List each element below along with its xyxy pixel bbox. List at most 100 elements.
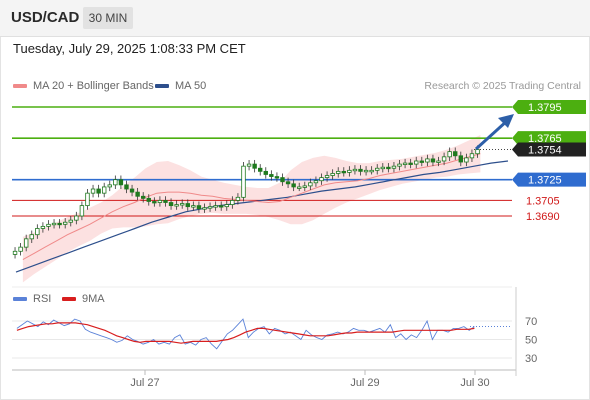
candle-body	[391, 165, 397, 169]
ma50-swatch	[155, 84, 169, 89]
candle-body	[51, 222, 57, 226]
candle-body	[352, 168, 358, 172]
level-tag-1-3725: 1.3725	[512, 172, 586, 187]
rsi-ma-legend-label: 9MA	[82, 293, 105, 305]
rsi-ma-legend: 9MA	[62, 293, 105, 305]
candle-body	[135, 191, 140, 197]
price-candles	[12, 145, 480, 259]
candle-body	[62, 221, 68, 225]
candle-body	[252, 163, 257, 169]
rsi-ma-swatch	[62, 297, 76, 302]
candle-body	[285, 181, 291, 185]
candle-body	[246, 163, 252, 167]
candle-body	[363, 169, 369, 173]
candle-body	[12, 250, 18, 255]
timeframe-button[interactable]: 30 MIN	[83, 7, 133, 29]
candle-body	[90, 188, 96, 194]
bollinger-legend: MA 20 + Bollinger Bands	[13, 80, 154, 92]
candle-body	[213, 205, 218, 208]
rsi-legend-label: RSI	[33, 293, 52, 305]
candle-body	[185, 203, 190, 208]
candle-body	[358, 168, 363, 172]
level-tag-shape	[512, 131, 586, 146]
level-tag-text: 1.3765	[528, 133, 562, 145]
candle-body	[425, 158, 430, 163]
candle-body	[453, 151, 458, 157]
candle-body	[235, 196, 241, 201]
rsi-legend: RSI	[13, 293, 51, 305]
x-tick-label-jul-30: Jul 30	[460, 377, 489, 389]
candle-body	[419, 160, 424, 163]
ma50-legend-label: MA 50	[175, 80, 207, 92]
candle-body	[386, 166, 391, 170]
candle-body	[380, 166, 385, 170]
bollinger-swatch	[13, 84, 27, 89]
candle-body	[263, 170, 268, 175]
candle-body	[57, 222, 62, 226]
candle-body	[408, 162, 413, 165]
candle-body	[219, 205, 224, 208]
rsi-tick-70: 70	[525, 316, 537, 328]
level-label-1-3690: 1.3690	[526, 211, 560, 223]
candle-body	[291, 183, 296, 188]
candle-body	[163, 200, 168, 203]
candle-body	[430, 158, 436, 163]
candle-body	[308, 182, 313, 187]
candle-body	[74, 215, 79, 221]
rsi-swatch	[13, 297, 27, 302]
rsi-ma-line	[16, 322, 475, 344]
candle-body	[68, 219, 73, 223]
level-tag-shape	[512, 142, 586, 157]
candle-body	[174, 204, 179, 207]
ma20-line	[22, 153, 481, 261]
candle-body	[441, 156, 447, 162]
candle-body	[40, 225, 46, 229]
candle-body	[35, 228, 40, 236]
candle-body	[469, 153, 475, 159]
candle-body	[319, 177, 324, 182]
candle-body	[29, 234, 34, 240]
candle-body	[297, 186, 302, 189]
candle-body	[152, 201, 157, 204]
candle-body	[241, 165, 246, 198]
rsi-line	[16, 318, 475, 350]
candle-body	[113, 179, 118, 186]
candle-body	[375, 167, 380, 171]
candle-body	[458, 155, 464, 163]
candle-body	[191, 205, 196, 208]
candle-body	[18, 246, 23, 252]
candle-body	[414, 160, 419, 165]
level-tag-shape	[512, 100, 586, 114]
level-tag-text: 1.3795	[528, 102, 562, 114]
level-tag-1-3754: 1.3754	[512, 142, 586, 157]
candle-body	[258, 167, 263, 172]
bollinger-band	[22, 135, 481, 283]
candle-body	[96, 188, 101, 194]
rsi-tick-30: 30	[525, 353, 537, 365]
candle-body	[274, 176, 280, 179]
level-tag-1-3795: 1.3795	[512, 100, 586, 114]
x-tick-label-jul-29: Jul 29	[350, 377, 379, 389]
candle-body	[46, 223, 51, 227]
candle-body	[107, 184, 112, 188]
candle-body	[280, 177, 285, 183]
watermark-text: Research © 2025 Trading Central	[424, 80, 581, 92]
candle-body	[146, 197, 151, 202]
candle-body	[397, 163, 402, 167]
candle-body	[302, 185, 307, 188]
candle-body	[157, 200, 163, 203]
candle-body	[118, 179, 124, 186]
level-label-1-3705: 1.3705	[526, 195, 560, 207]
candle-body	[202, 207, 207, 210]
ma50-legend: MA 50	[155, 80, 206, 92]
candle-body	[168, 202, 174, 207]
candle-body	[101, 186, 107, 194]
candle-body	[347, 169, 352, 173]
candle-body	[140, 195, 146, 199]
level-tag-shape	[512, 172, 586, 187]
datetime-label: Tuesday, July 29, 2025 1:08:33 PM CET	[13, 41, 246, 56]
rsi-tick-50: 50	[525, 335, 537, 347]
candle-body	[224, 204, 229, 208]
forecast-arrow-shaft	[474, 118, 510, 151]
